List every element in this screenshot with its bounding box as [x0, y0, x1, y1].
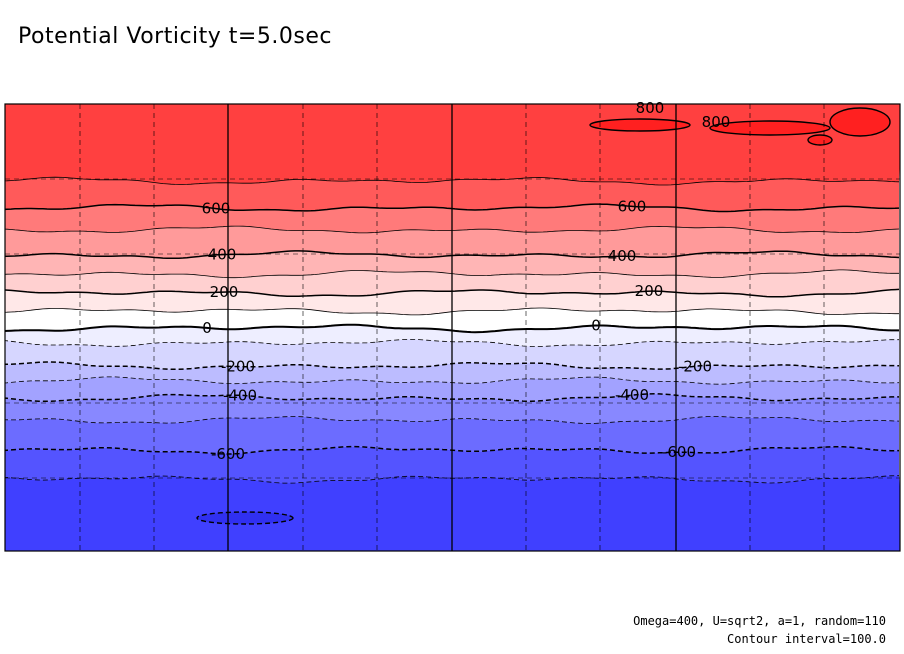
contour-label: 0	[591, 317, 601, 335]
contour-line-200	[5, 288, 900, 298]
contour-800-cell-2	[829, 107, 891, 137]
contour-line-500	[5, 225, 900, 234]
contour-line-neg500	[5, 416, 900, 424]
contour-interval-note: Contour interval=100.0	[727, 632, 886, 646]
parameters-note: Omega=400, U=sqrt2, a=1, random=110	[633, 614, 886, 628]
contour-band-neg600	[5, 446, 899, 484]
contour-line-neg300	[5, 376, 900, 385]
contour-label: 800	[702, 113, 731, 131]
contour-label: -400	[615, 386, 649, 404]
contour-label: 200	[210, 283, 239, 301]
plot-frame	[4, 103, 901, 552]
contour-line-neg600	[5, 445, 900, 455]
contour-label: -200	[221, 358, 255, 376]
contour-label: -600	[662, 443, 696, 461]
contour-line-700	[5, 176, 900, 186]
contour-800-cell-3	[807, 134, 833, 146]
contour-line-neg400	[5, 393, 899, 403]
contour-line-0	[5, 323, 899, 334]
contour-label: 400	[608, 247, 637, 265]
contour-label: 200	[635, 282, 664, 300]
contour-line-300	[5, 269, 899, 279]
contour-line-600	[5, 203, 900, 213]
contour-label: 400	[208, 246, 237, 264]
contour-label: -400	[223, 386, 257, 404]
contour-label: -200	[678, 357, 712, 375]
contour-line-neg100	[5, 339, 899, 347]
chart-title: Potential Vorticity t=5.0sec	[18, 24, 332, 49]
contour-label: 600	[618, 197, 647, 215]
contour-label: 0	[202, 319, 212, 337]
contour-line-400	[5, 250, 900, 260]
contour-neg700-cell	[196, 511, 294, 525]
contour-line-100	[5, 307, 899, 316]
contour-label: 800	[636, 99, 665, 117]
contour-label: -600	[211, 445, 245, 463]
contour-800-cell-0	[589, 118, 691, 132]
contour-800-cell-1	[709, 120, 831, 136]
contour-line-neg200	[5, 361, 900, 371]
contour-label: 600	[202, 200, 231, 218]
